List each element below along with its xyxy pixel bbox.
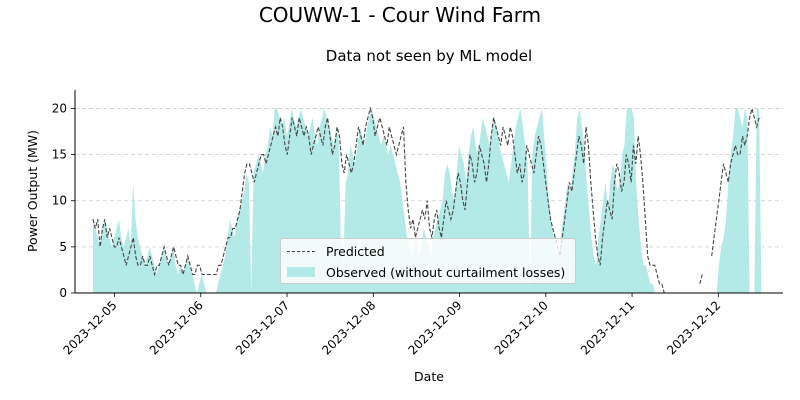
y-tick-label: 10 [52, 194, 67, 208]
legend: Predicted Observed (without curtailment … [280, 238, 576, 284]
x-tick-label: 2023-12-05 [60, 298, 119, 357]
x-tick-label: 2023-12-07 [233, 298, 292, 357]
legend-label-observed: Observed (without curtailment losses) [326, 264, 566, 280]
axes [71, 90, 783, 297]
x-tick-label: 2023-12-08 [319, 298, 378, 357]
figure-suptitle: COUWW-1 - Cour Wind Farm [258, 3, 542, 27]
legend-swatch-fill [287, 267, 315, 277]
observed-area-path [93, 108, 762, 293]
x-axis-label: Date [414, 369, 444, 384]
x-tick-label: 2023-12-09 [405, 298, 464, 357]
y-tick-label: 0 [59, 286, 67, 300]
legend-item-observed: Observed (without curtailment losses) [287, 263, 565, 281]
x-tick-label: 2023-12-10 [492, 298, 551, 357]
observed-area [93, 108, 762, 293]
predicted-line-path [92, 106, 762, 294]
chart-title: Data not seen by ML model [325, 47, 533, 65]
predicted-line [92, 106, 762, 294]
x-tick-label: 2023-12-12 [664, 298, 723, 357]
legend-swatch-dashed [287, 250, 315, 252]
y-axis-label: Power Output (MW) [25, 130, 40, 252]
y-tick-label: 20 [52, 101, 67, 115]
y-tick-label: 15 [52, 148, 67, 162]
legend-label-predicted: Predicted [326, 243, 385, 259]
x-tick-label: 2023-12-06 [147, 298, 206, 357]
legend-item-predicted: Predicted [287, 242, 385, 260]
x-tick-label: 2023-12-11 [578, 298, 637, 357]
y-tick-label: 5 [59, 240, 67, 254]
